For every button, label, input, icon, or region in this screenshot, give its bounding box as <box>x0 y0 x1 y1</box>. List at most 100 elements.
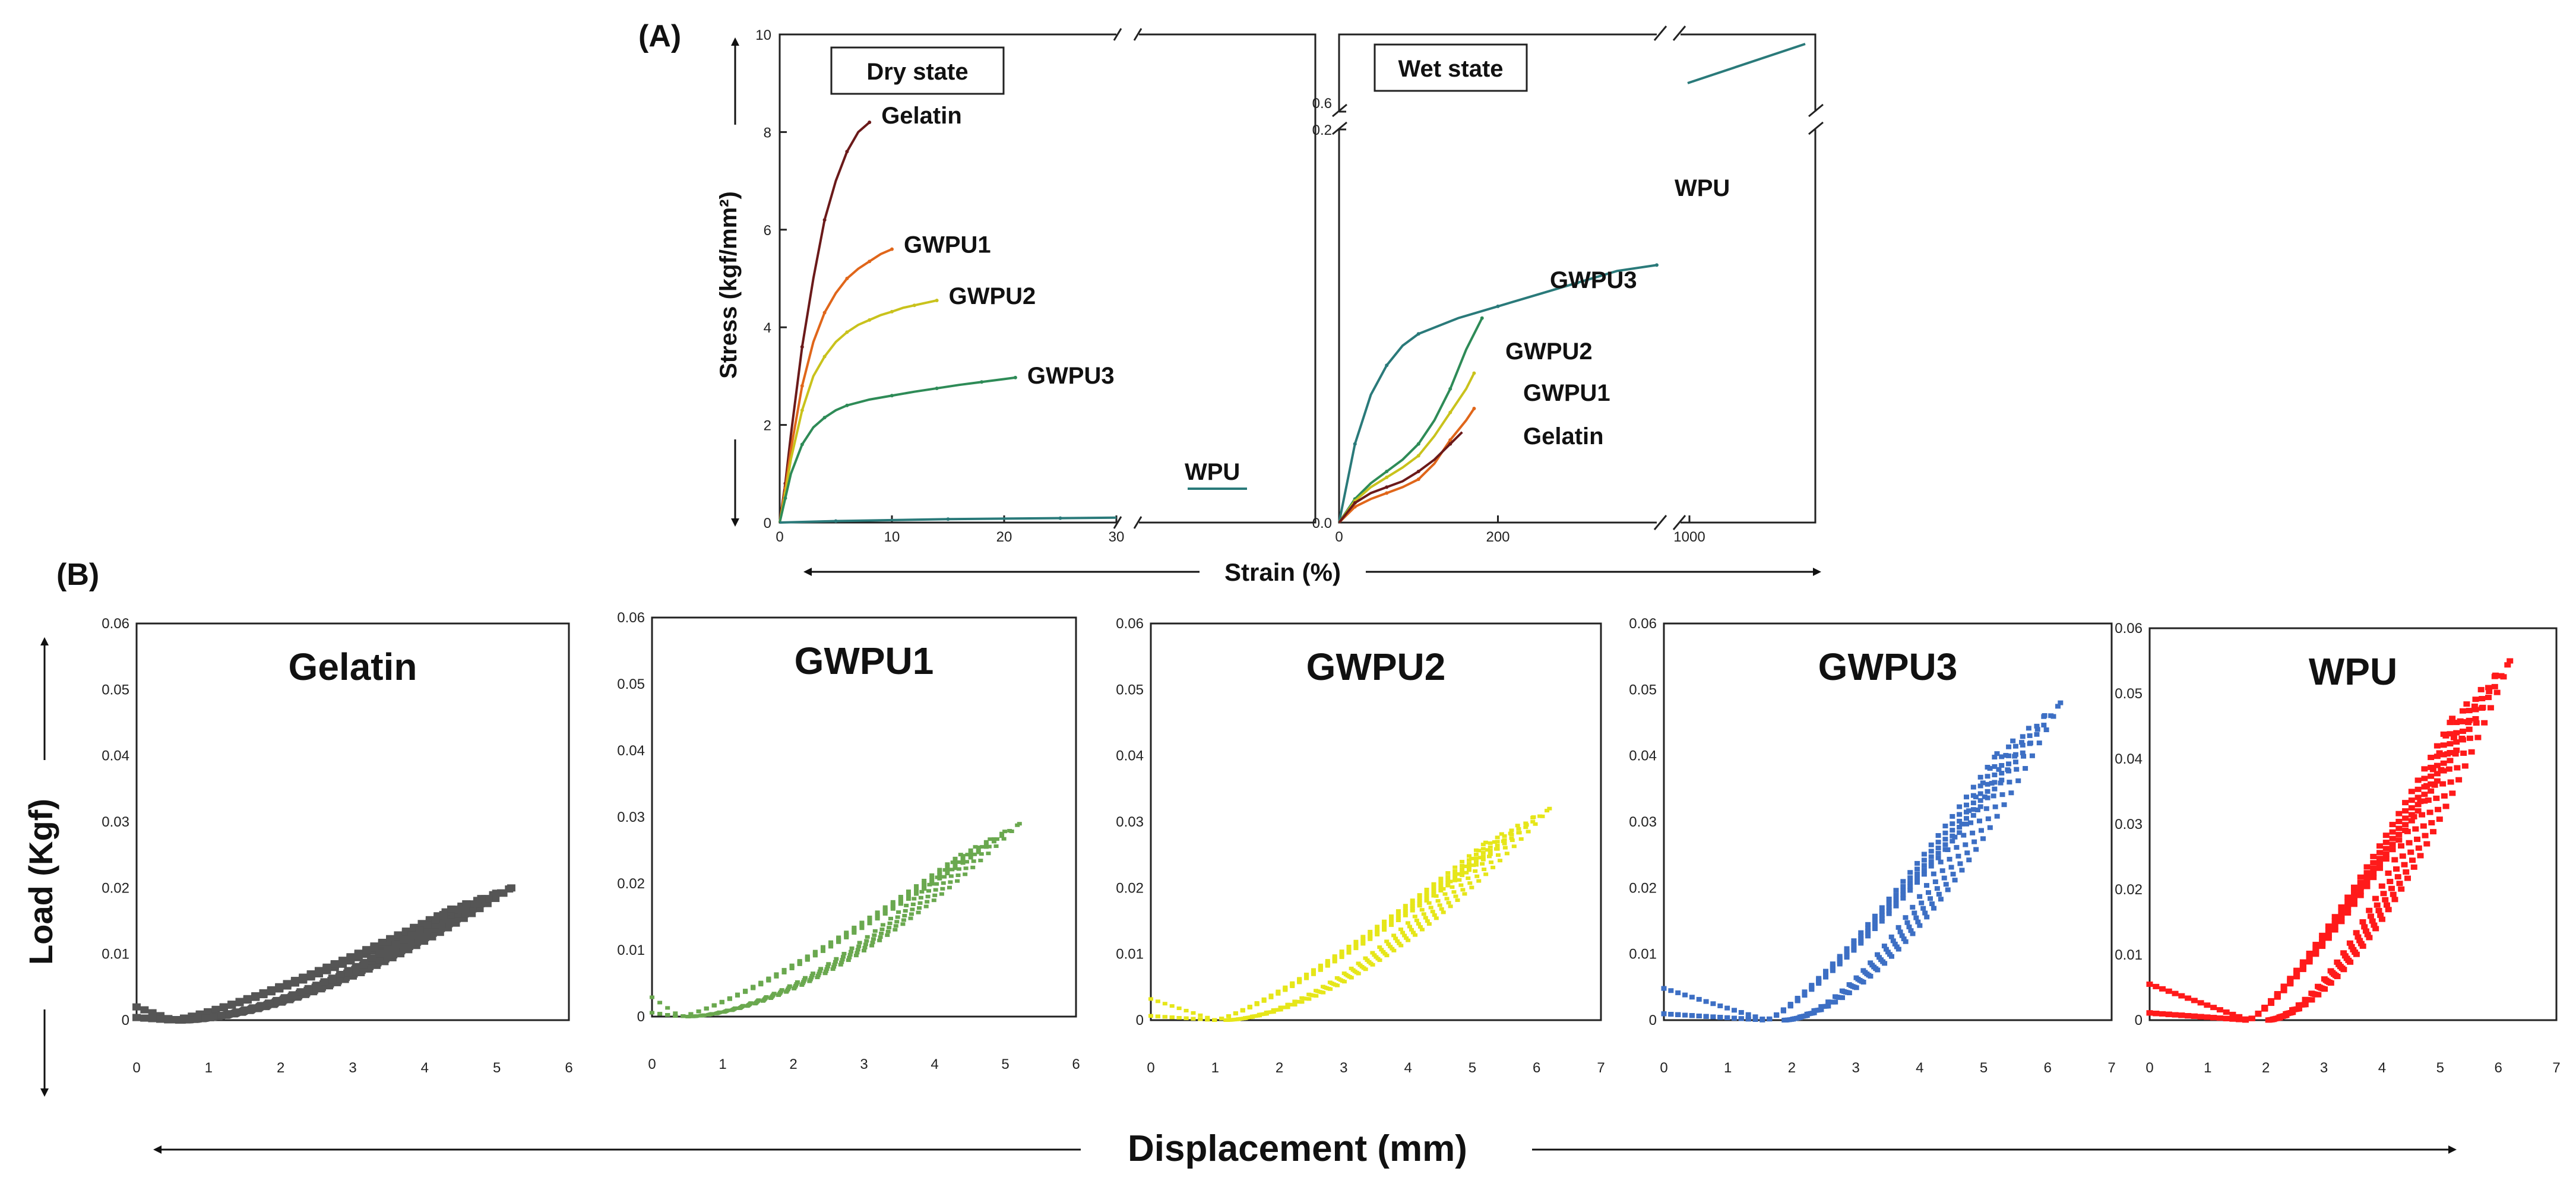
dry-break-mark-top-1 <box>1113 28 1122 41</box>
wet-title: Wet state <box>1398 56 1503 82</box>
loop-point <box>1467 868 1472 872</box>
loop-point <box>945 862 950 866</box>
loop-point <box>958 853 963 857</box>
loop-point <box>922 881 927 885</box>
loop-point <box>1453 894 1458 898</box>
loop-point <box>1226 1014 1232 1018</box>
dry-axis-break <box>1116 24 1139 534</box>
loop-point <box>2421 775 2428 781</box>
loop-point <box>1254 1001 1259 1005</box>
loop-xtick-label: 4 <box>931 1056 938 1072</box>
loop-point <box>1865 933 1871 939</box>
loop-point <box>1360 935 1366 939</box>
loop-point <box>1495 853 1501 857</box>
loop-point <box>948 880 953 884</box>
loop-point <box>1921 857 1927 863</box>
loop-point <box>2338 904 2345 910</box>
wet-ytick-label: 0.2 <box>1312 122 1332 138</box>
wet-point-wpu <box>1496 304 1500 308</box>
loop-xtick-label: 5 <box>1001 1056 1009 1072</box>
loop-point <box>2295 1002 2302 1008</box>
loop-point <box>1417 925 1423 929</box>
loop-point <box>983 840 989 844</box>
loop-point <box>370 942 379 950</box>
loop-point <box>314 967 323 974</box>
loop-point <box>148 1015 157 1023</box>
loop-point <box>1928 896 1933 901</box>
loop-point <box>1942 837 1948 842</box>
loop-point <box>1957 830 1963 835</box>
loop-point <box>1978 828 1984 833</box>
loop-point <box>2319 936 2326 942</box>
loop-point <box>862 945 868 949</box>
loop-point <box>1731 1008 1737 1013</box>
wet-break-mark-7 <box>1808 103 1824 118</box>
loop-point <box>240 1006 249 1014</box>
loop-ytick-label: 0.06 <box>102 616 129 632</box>
loop-point <box>942 868 948 872</box>
loop-point <box>1388 917 1394 921</box>
loop-point <box>960 861 966 865</box>
loop-point <box>2371 922 2378 928</box>
loop-point <box>1959 821 1965 827</box>
loop-point <box>1966 808 1972 814</box>
loop-point <box>384 945 393 953</box>
loop-point <box>2370 870 2377 876</box>
loop-point <box>2459 729 2466 735</box>
loop-point <box>2350 894 2357 900</box>
loop-point <box>2312 942 2319 948</box>
loop-point <box>2338 909 2345 914</box>
loop-point <box>1297 977 1302 981</box>
loop-xtick-label: 4 <box>421 1060 429 1076</box>
loop-point <box>1886 896 1892 901</box>
loop-point <box>1431 888 1436 892</box>
loop-point <box>1386 942 1391 947</box>
dry-point-gwpu3 <box>845 403 849 407</box>
loop-point <box>2223 1015 2230 1021</box>
loop-point <box>1374 955 1379 959</box>
loop-point <box>386 935 395 942</box>
loop-point <box>1460 863 1465 868</box>
loop-point <box>865 935 870 939</box>
dry-ytick-label: 2 <box>764 418 771 434</box>
loop-point <box>2395 837 2403 843</box>
loop-point <box>2414 795 2422 800</box>
loop-point <box>2414 777 2422 783</box>
loop-point <box>867 915 872 919</box>
loop-point <box>2423 841 2431 847</box>
loop-point <box>912 897 917 901</box>
loop-point <box>1893 888 1899 893</box>
loop-point <box>2034 723 2040 729</box>
loop-point <box>2344 903 2352 909</box>
loop-xtick-label: 7 <box>2107 1060 2115 1076</box>
loop-point <box>1424 896 1429 900</box>
loop-point <box>2428 773 2435 779</box>
dry-state-chart: Dry state 0 2 4 6 8 10 0 10 20 30 Gelatin GWPU1 GWP… <box>755 24 1317 545</box>
loop-frame <box>135 622 570 1021</box>
loop-point <box>1994 814 2000 819</box>
loop-point <box>1668 1012 1674 1017</box>
loop-point <box>840 958 845 962</box>
loop-point <box>1844 948 1850 954</box>
loop-point <box>1212 1018 1217 1022</box>
loop-point <box>832 963 837 967</box>
loop-point <box>1368 929 1373 933</box>
loop-point <box>2034 732 2040 737</box>
loop-point <box>1375 925 1380 929</box>
loop-point <box>957 860 963 864</box>
wet-break-mark-3 <box>1653 515 1667 530</box>
loop-point <box>766 976 771 980</box>
loop-point <box>681 1014 686 1018</box>
loop-point <box>1893 892 1899 898</box>
loop-point <box>132 1014 141 1021</box>
loop-point <box>941 881 946 885</box>
loop-point <box>937 870 942 874</box>
loop-gelatin-chart: 0 0.01 0.02 0.03 0.04 0.05 0.06 0 1 2 3 4 5 6 Gelatin <box>102 616 572 1076</box>
wet-ytick-label: 0.6 <box>1312 96 1332 112</box>
loop-point <box>823 969 828 973</box>
loop-point <box>1914 876 1920 881</box>
loop-point <box>1675 990 1681 995</box>
loop-ytick-label: 0.01 <box>1116 947 1144 963</box>
loop-point <box>2348 944 2355 949</box>
loop-point <box>209 1013 218 1021</box>
